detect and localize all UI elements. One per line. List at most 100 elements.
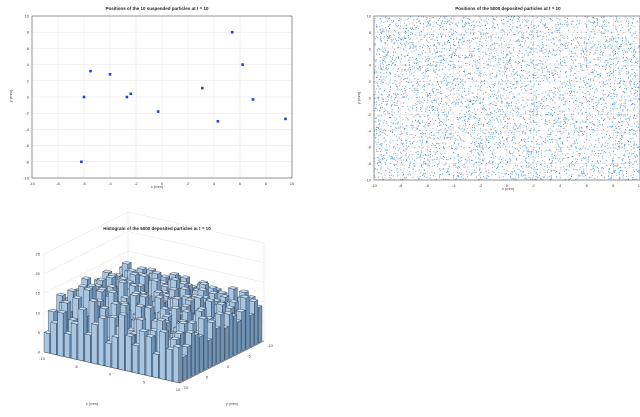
- data-point: [406, 32, 407, 33]
- data-point: [546, 98, 547, 99]
- data-point: [428, 76, 429, 77]
- data-point: [412, 168, 413, 169]
- data-point: [423, 126, 424, 127]
- data-point: [429, 93, 430, 94]
- data-point: [521, 166, 522, 167]
- data-point: [453, 52, 454, 53]
- data-point: [434, 88, 435, 89]
- data-point: [606, 40, 607, 41]
- data-point: [559, 97, 560, 98]
- data-point: [486, 28, 487, 29]
- data-point: [583, 107, 584, 108]
- data-point: [389, 18, 390, 19]
- data-point: [417, 60, 418, 61]
- data-point: [489, 119, 490, 120]
- data-point: [390, 158, 391, 159]
- data-point: [581, 51, 582, 52]
- data-point: [508, 21, 509, 22]
- data-point: [562, 37, 563, 38]
- data-point: [453, 44, 454, 45]
- data-point: [442, 143, 443, 144]
- data-point: [424, 126, 425, 127]
- data-point: [530, 172, 531, 173]
- data-point: [625, 107, 626, 108]
- data-point: [512, 20, 513, 21]
- data-point: [529, 34, 530, 35]
- data-point: [403, 127, 404, 128]
- data-point: [608, 42, 609, 43]
- data-point: [468, 41, 469, 42]
- data-point: [431, 65, 432, 66]
- data-point: [613, 118, 614, 119]
- data-point: [533, 157, 534, 158]
- data-point: [375, 177, 376, 178]
- data-point: [403, 106, 404, 107]
- data-point: [531, 167, 532, 168]
- data-point: [636, 38, 637, 39]
- data-point: [415, 27, 416, 28]
- data-point: [498, 122, 499, 123]
- data-point: [495, 27, 496, 28]
- data-point: [625, 60, 626, 61]
- data-point: [587, 106, 588, 107]
- data-point: [379, 54, 380, 55]
- data-point: [527, 64, 528, 65]
- data-point: [569, 175, 570, 176]
- data-point: [498, 172, 499, 173]
- data-point: [462, 81, 463, 82]
- data-point: [375, 66, 376, 67]
- data-point: [453, 80, 454, 81]
- data-point: [462, 37, 463, 38]
- data-point: [386, 149, 387, 150]
- data-point: [401, 152, 402, 153]
- data-point: [488, 64, 489, 65]
- data-point: [399, 116, 400, 117]
- data-point: [431, 101, 432, 102]
- data-point: [450, 110, 451, 111]
- data-point: [408, 37, 409, 38]
- data-point: [457, 172, 458, 173]
- data-point: [462, 121, 463, 122]
- data-point: [576, 100, 577, 101]
- data-point: [469, 19, 470, 20]
- data-point: [475, 143, 476, 144]
- data-point: [406, 96, 407, 97]
- data-point: [607, 31, 608, 32]
- data-point: [555, 94, 556, 95]
- data-point: [375, 129, 376, 130]
- data-point: [463, 27, 464, 28]
- data-point: [386, 101, 387, 102]
- data-point: [583, 51, 584, 52]
- data-point: [525, 17, 526, 18]
- data-point: [495, 60, 496, 61]
- data-point: [594, 92, 595, 93]
- data-point: [392, 115, 393, 116]
- data-point: [500, 67, 501, 68]
- data-point: [555, 139, 556, 140]
- data-point: [587, 101, 588, 102]
- data-point: [398, 32, 399, 33]
- data-point: [559, 151, 560, 152]
- data-point: [449, 32, 450, 33]
- data-point: [567, 169, 568, 170]
- data-point: [582, 102, 583, 103]
- data-point: [422, 58, 423, 59]
- data-point: [384, 111, 385, 112]
- data-point: [586, 27, 587, 28]
- data-point: [540, 115, 541, 116]
- data-point: [597, 24, 598, 25]
- data-point: [375, 168, 376, 169]
- data-point: [444, 109, 445, 110]
- data-point: [603, 153, 604, 154]
- data-point: [388, 84, 389, 85]
- data-point: [443, 112, 444, 113]
- data-point: [523, 131, 524, 132]
- data-point: [536, 90, 537, 91]
- data-point: [522, 153, 523, 154]
- data-point: [433, 46, 434, 47]
- data-point: [473, 155, 474, 156]
- data-point: [454, 175, 455, 176]
- data-point: [612, 126, 613, 127]
- data-point: [542, 16, 543, 17]
- data-point: [479, 56, 480, 57]
